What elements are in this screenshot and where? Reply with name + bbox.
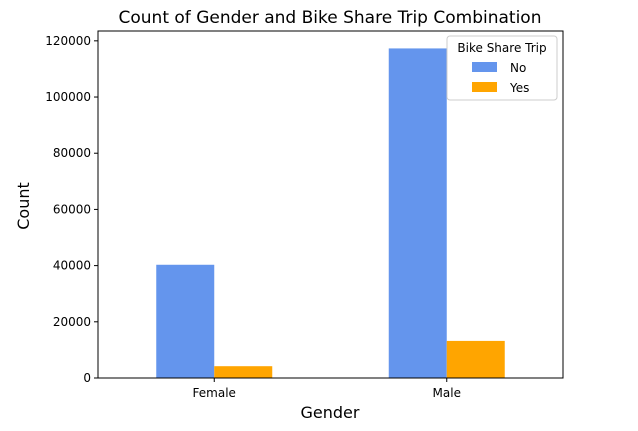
y-tick-label: 80000 — [53, 146, 91, 160]
legend-label-no: No — [510, 61, 526, 75]
legend: Bike Share Trip No Yes — [446, 35, 558, 101]
y-axis-label: Count — [14, 182, 33, 230]
y-tick-label: 0 — [83, 371, 91, 385]
legend-swatch-yes — [472, 82, 497, 92]
chart-title: Count of Gender and Bike Share Trip Comb… — [119, 8, 542, 28]
plot-frame — [97, 30, 564, 379]
y-tick-label: 100000 — [45, 90, 91, 104]
y-tick-label: 20000 — [53, 315, 91, 329]
y-tick-label: 120000 — [45, 34, 91, 48]
bar-male-yes — [446, 340, 505, 378]
x-axis-label: Gender — [301, 403, 360, 422]
bar-female-yes — [214, 366, 273, 378]
legend-swatch-no — [472, 62, 497, 72]
x-tick-label: Male — [433, 386, 461, 400]
y-tick-label: 60000 — [53, 202, 91, 216]
legend-label-yes: Yes — [509, 81, 529, 95]
bar-male-no — [388, 48, 447, 379]
plot-area: Female Male 0 20000 40000 60000 80000 100000 120… — [45, 30, 564, 400]
y-tick-label: 40000 — [53, 259, 91, 273]
bar-female-no — [156, 264, 215, 378]
legend-title: Bike Share Trip — [457, 41, 546, 55]
x-tick-label: Female — [193, 386, 236, 400]
